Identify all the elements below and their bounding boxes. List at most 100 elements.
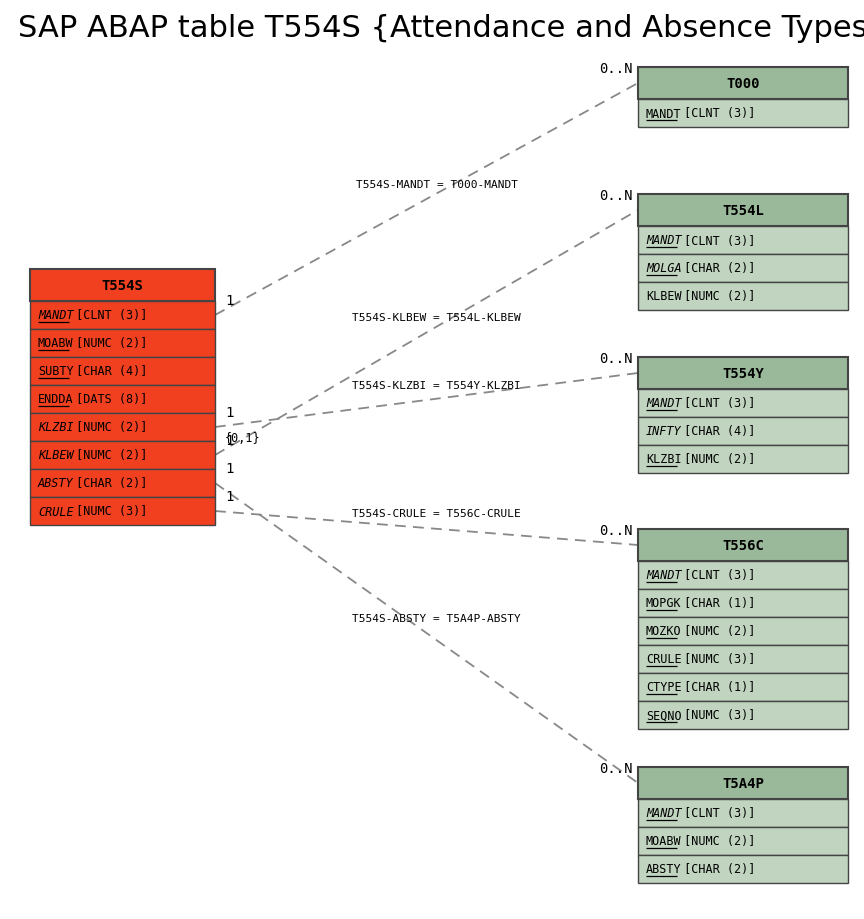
Bar <box>638 195 848 227</box>
Bar <box>638 357 848 390</box>
Bar <box>638 855 848 883</box>
Bar <box>638 529 848 562</box>
Text: [CLNT (3)]: [CLNT (3)] <box>677 108 755 120</box>
Text: [CHAR (2)]: [CHAR (2)] <box>677 863 755 876</box>
Text: CRULE: CRULE <box>38 505 73 518</box>
Text: KLBEW: KLBEW <box>38 449 73 462</box>
Bar <box>638 800 848 827</box>
Bar <box>638 227 848 255</box>
Text: MANDT: MANDT <box>646 108 682 120</box>
Text: T5A4P: T5A4P <box>722 777 764 790</box>
Text: T556C: T556C <box>722 539 764 552</box>
Text: 0..N: 0..N <box>600 188 633 203</box>
Text: MANDT: MANDT <box>646 397 682 410</box>
Text: 0..N: 0..N <box>600 62 633 76</box>
Text: [CHAR (1)]: [CHAR (1)] <box>677 681 755 694</box>
Text: [NUMC (2)]: [NUMC (2)] <box>677 834 755 847</box>
Bar <box>638 589 848 618</box>
Text: ENDDA: ENDDA <box>38 393 73 406</box>
Bar <box>638 618 848 645</box>
Text: [NUMC (2)]: [NUMC (2)] <box>677 453 755 466</box>
Text: T000: T000 <box>727 77 759 91</box>
Text: [CHAR (1)]: [CHAR (1)] <box>677 596 755 610</box>
Text: T554Y: T554Y <box>722 367 764 380</box>
Text: MOPGK: MOPGK <box>646 596 682 610</box>
Text: MOZKO: MOZKO <box>646 625 682 638</box>
Text: MANDT: MANDT <box>646 234 682 247</box>
Text: [CLNT (3)]: [CLNT (3)] <box>677 397 755 410</box>
Bar <box>638 645 848 674</box>
Text: [CHAR (4)]: [CHAR (4)] <box>677 425 755 438</box>
Text: CTYPE: CTYPE <box>646 681 682 694</box>
Bar <box>638 674 848 701</box>
Text: [NUMC (2)]: [NUMC (2)] <box>677 625 755 638</box>
Text: ABSTY: ABSTY <box>646 863 682 876</box>
Bar <box>30 470 215 497</box>
Bar <box>638 255 848 283</box>
Text: [CLNT (3)]: [CLNT (3)] <box>677 569 755 582</box>
Bar <box>638 100 848 128</box>
Bar <box>30 330 215 357</box>
Bar <box>638 701 848 729</box>
Text: [NUMC (3)]: [NUMC (3)] <box>677 652 755 665</box>
Text: 1: 1 <box>225 405 233 420</box>
Text: KLZBI: KLZBI <box>38 421 73 434</box>
Text: T554S-ABSTY = T5A4P-ABSTY: T554S-ABSTY = T5A4P-ABSTY <box>353 613 521 623</box>
Text: [CHAR (2)]: [CHAR (2)] <box>677 262 755 275</box>
Bar <box>638 827 848 855</box>
Text: CRULE: CRULE <box>646 652 682 665</box>
Text: MOLGA: MOLGA <box>646 262 682 275</box>
Text: [DATS (8)]: [DATS (8)] <box>69 393 148 406</box>
Bar <box>638 767 848 800</box>
Text: SEQNO: SEQNO <box>646 709 682 721</box>
Text: MOABW: MOABW <box>646 834 682 847</box>
Bar <box>638 390 848 417</box>
Text: [CLNT (3)]: [CLNT (3)] <box>677 234 755 247</box>
Text: [CLNT (3)]: [CLNT (3)] <box>69 309 148 323</box>
Text: SAP ABAP table T554S {Attendance and Absence Types}: SAP ABAP table T554S {Attendance and Abs… <box>18 14 864 43</box>
Bar <box>638 417 848 446</box>
Text: {0,1}: {0,1} <box>225 432 261 445</box>
Text: T554S-KLBEW = T554L-KLBEW: T554S-KLBEW = T554L-KLBEW <box>353 313 521 323</box>
Text: T554S-MANDT = T000-MANDT: T554S-MANDT = T000-MANDT <box>355 180 518 190</box>
Text: 1: 1 <box>225 490 233 504</box>
Text: T554S-KLZBI = T554Y-KLZBI: T554S-KLZBI = T554Y-KLZBI <box>353 380 521 391</box>
Text: KLZBI: KLZBI <box>646 453 682 466</box>
Bar <box>638 562 848 589</box>
Text: [NUMC (2)]: [NUMC (2)] <box>69 337 148 350</box>
Text: 1: 1 <box>225 461 233 475</box>
Bar <box>30 414 215 441</box>
Text: T554S-CRULE = T556C-CRULE: T554S-CRULE = T556C-CRULE <box>353 508 521 518</box>
Bar <box>30 357 215 386</box>
Text: [NUMC (2)]: [NUMC (2)] <box>69 449 148 462</box>
Bar <box>638 446 848 473</box>
Text: MANDT: MANDT <box>646 569 682 582</box>
Text: 0..N: 0..N <box>600 761 633 775</box>
Text: [CLNT (3)]: [CLNT (3)] <box>677 807 755 820</box>
Bar <box>30 497 215 526</box>
Text: [NUMC (2)]: [NUMC (2)] <box>69 421 148 434</box>
Text: MOABW: MOABW <box>38 337 73 350</box>
Bar <box>30 441 215 470</box>
Bar <box>30 386 215 414</box>
Bar <box>30 269 215 301</box>
Text: MANDT: MANDT <box>38 309 73 323</box>
Text: [CHAR (4)]: [CHAR (4)] <box>69 365 148 378</box>
Bar <box>638 68 848 100</box>
Text: MANDT: MANDT <box>646 807 682 820</box>
Text: T554S: T554S <box>102 278 143 292</box>
Text: 1: 1 <box>225 294 233 308</box>
Text: ABSTY: ABSTY <box>38 477 73 490</box>
Text: [NUMC (3)]: [NUMC (3)] <box>677 709 755 721</box>
Text: 1: 1 <box>225 434 233 448</box>
Text: 0..N: 0..N <box>600 352 633 366</box>
Text: [NUMC (3)]: [NUMC (3)] <box>69 505 148 518</box>
Bar <box>30 301 215 330</box>
Text: SUBTY: SUBTY <box>38 365 73 378</box>
Text: [NUMC (2)]: [NUMC (2)] <box>677 290 755 303</box>
Bar <box>638 283 848 311</box>
Text: KLBEW: KLBEW <box>646 290 682 303</box>
Text: INFTY: INFTY <box>646 425 682 438</box>
Text: T554L: T554L <box>722 204 764 218</box>
Text: [CHAR (2)]: [CHAR (2)] <box>69 477 148 490</box>
